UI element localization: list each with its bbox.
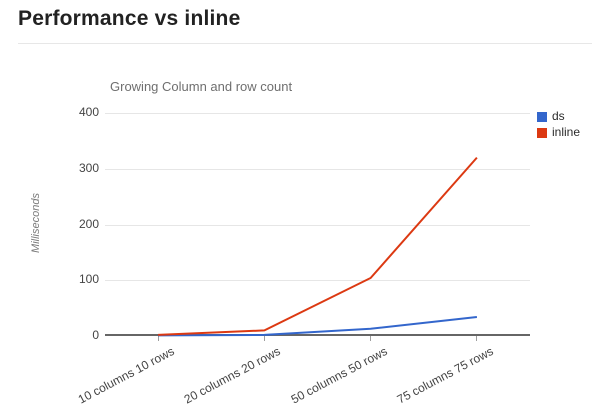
- gridline: [105, 168, 530, 170]
- chart-title: Growing Column and row count: [110, 79, 293, 94]
- series-line-inline: [158, 156, 478, 336]
- y-tick-label: 100: [78, 272, 99, 287]
- y-tick-label: 200: [78, 216, 99, 231]
- plot-area: 0 100 200 300 400 10 columns 10 rows 20 column…: [76, 105, 530, 406]
- header-divider: [18, 43, 592, 44]
- legend-swatch-inline: [537, 127, 547, 138]
- gridline: [105, 113, 530, 114]
- legend-label-ds: ds: [552, 109, 565, 123]
- y-tick-label: 300: [78, 160, 99, 175]
- x-tick: [476, 336, 478, 341]
- x-tick: [370, 336, 372, 341]
- page-title: Performance vs inline: [18, 7, 241, 30]
- x-tick: [157, 336, 159, 341]
- legend-label-inline: inline: [552, 125, 581, 139]
- gridline: [105, 280, 530, 282]
- legend: ds inline: [537, 109, 581, 143]
- x-tick: [263, 336, 265, 341]
- y-tick-label: 0: [92, 328, 99, 342]
- x-axis-baseline: [105, 334, 530, 336]
- y-axis-title: Milliseconds: [30, 193, 42, 253]
- gridline: [105, 224, 530, 226]
- legend-swatch-ds: [537, 111, 547, 122]
- legend-item-ds[interactable]: ds: [537, 109, 580, 123]
- line-series-svg: [158, 156, 478, 337]
- series-line-ds: [158, 316, 478, 337]
- y-tick-label: 400: [78, 105, 99, 119]
- legend-item-inline[interactable]: inline: [537, 125, 581, 139]
